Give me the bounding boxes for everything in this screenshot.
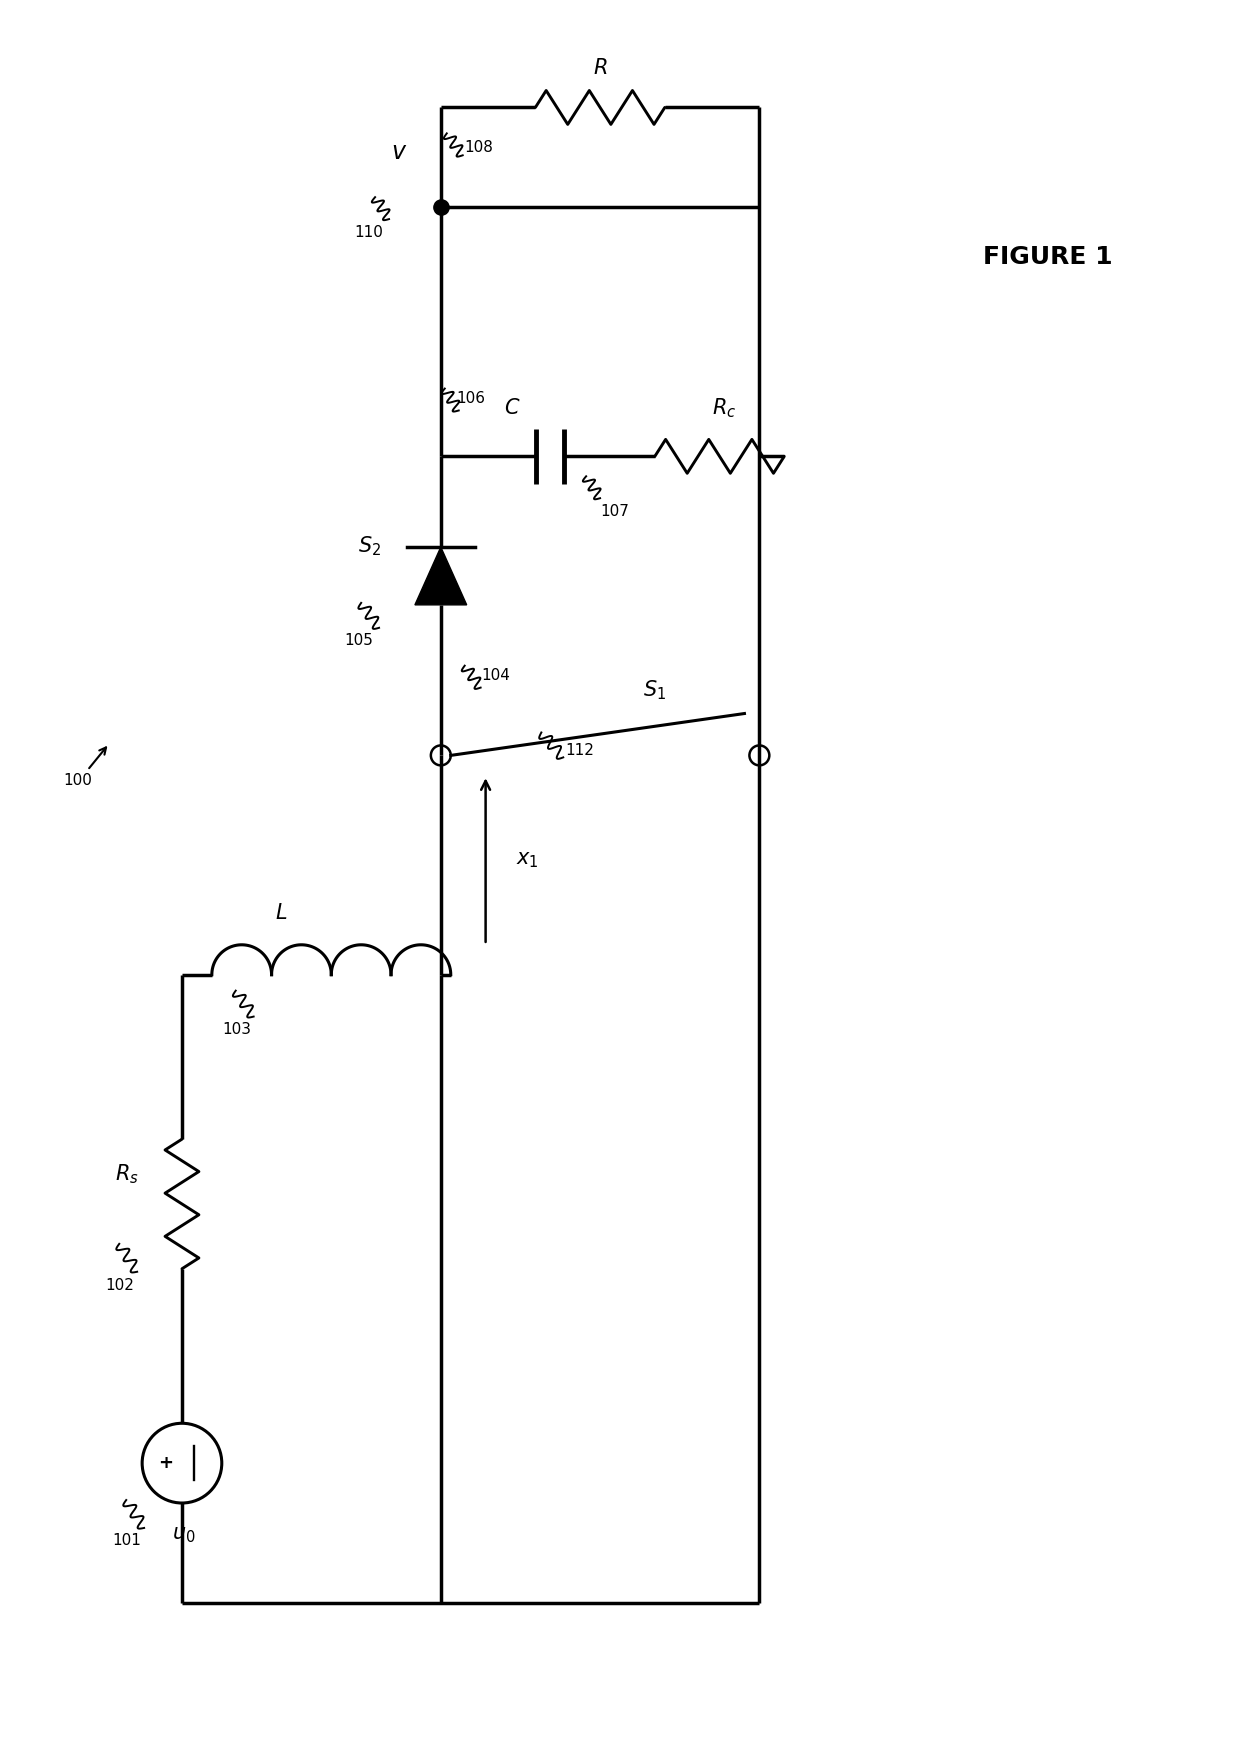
Text: FIGURE 1: FIGURE 1 xyxy=(983,246,1112,269)
Text: 105: 105 xyxy=(345,634,373,648)
Text: 107: 107 xyxy=(600,504,630,519)
Text: $R_c$: $R_c$ xyxy=(712,397,737,419)
Text: 100: 100 xyxy=(63,772,92,788)
Text: 106: 106 xyxy=(456,391,485,405)
Text: 104: 104 xyxy=(481,669,510,683)
Text: 102: 102 xyxy=(105,1278,135,1293)
Text: 103: 103 xyxy=(222,1021,252,1037)
Text: 110: 110 xyxy=(355,225,383,239)
Text: $R$: $R$ xyxy=(593,58,608,77)
Text: +: + xyxy=(157,1455,172,1472)
Text: $v$: $v$ xyxy=(391,140,407,165)
Text: 101: 101 xyxy=(113,1534,141,1548)
Text: 112: 112 xyxy=(565,742,595,758)
Polygon shape xyxy=(415,548,466,605)
Text: $S_2$: $S_2$ xyxy=(357,534,381,558)
Text: $C$: $C$ xyxy=(505,398,521,418)
Text: $L$: $L$ xyxy=(275,902,288,923)
Text: $u_0$: $u_0$ xyxy=(172,1525,196,1544)
Text: $S_1$: $S_1$ xyxy=(644,679,666,702)
Text: $R_s$: $R_s$ xyxy=(115,1162,139,1186)
Text: $x_1$: $x_1$ xyxy=(516,849,539,870)
Text: 108: 108 xyxy=(464,140,494,154)
